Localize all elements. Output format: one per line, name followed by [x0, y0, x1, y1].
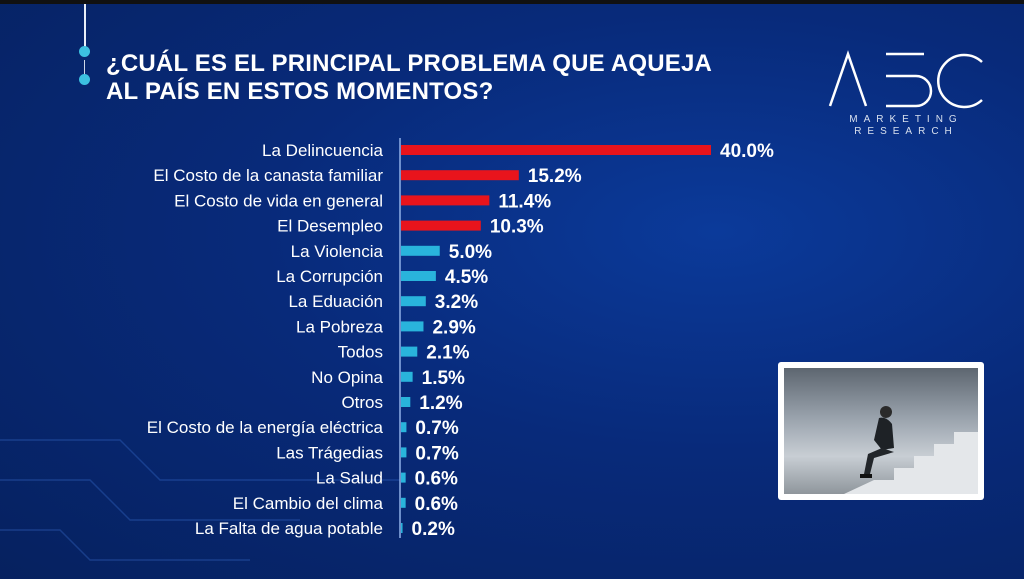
bar [401, 497, 406, 508]
circuit-decoration [0, 439, 400, 561]
bar [401, 371, 413, 382]
value-label: 11.4% [498, 191, 551, 212]
value-label: 1.5% [422, 368, 465, 389]
bar [401, 296, 426, 307]
category-label: La Violencia [291, 242, 384, 261]
category-label: La Pobreza [296, 317, 383, 336]
value-label: 0.7% [415, 418, 458, 439]
category-label: El Costo de la energía eléctrica [147, 418, 384, 437]
abc-logo-mark [828, 50, 983, 109]
chart-title: ¿CUÁL ES EL PRINCIPAL PROBLEMA QUE AQUEJ… [106, 50, 712, 106]
category-label: El Cambio del clima [233, 494, 384, 513]
value-label: 40.0% [720, 141, 774, 162]
bar [401, 397, 411, 407]
value-label: 3.2% [435, 292, 478, 313]
value-label: 0.6% [415, 494, 458, 515]
bar [401, 447, 407, 458]
category-label: El Costo de vida en general [174, 191, 383, 210]
decorative-dot [79, 46, 90, 57]
value-label: 0.7% [415, 443, 458, 464]
category-label: La Delincuencia [262, 141, 384, 160]
category-label: La Salud [316, 469, 383, 488]
bar [401, 523, 403, 533]
category-label: Otros [341, 393, 383, 412]
category-label: El Costo de la canasta familiar [153, 166, 383, 185]
value-label: 10.3% [490, 217, 544, 238]
category-label: La Eduación [288, 292, 383, 311]
bar [401, 245, 440, 256]
bar [401, 321, 424, 332]
title-line: AL PAÍS EN ESTOS MOMENTOS? [106, 78, 494, 105]
decorative-line [84, 60, 85, 80]
photo-frame [778, 362, 984, 500]
logo-text: MARKETING [849, 114, 963, 125]
category-label: La Corrupción [276, 267, 383, 286]
abc-logo: MARKETING RESEARCH [826, 48, 986, 140]
logo-text: RESEARCH [854, 126, 958, 137]
category-label: Las Trágedias [276, 443, 383, 462]
decorative-line [84, 4, 86, 48]
value-label: 4.5% [445, 267, 488, 288]
category-label: El Desempleo [277, 217, 383, 236]
photo-man-on-stairs [784, 368, 978, 494]
value-label: 0.2% [412, 519, 455, 540]
category-label: La Falta de agua potable [195, 519, 383, 538]
decorative-dot [79, 74, 90, 85]
top-bar [0, 0, 1024, 4]
value-label: 2.1% [426, 343, 469, 364]
value-label: 15.2% [528, 166, 582, 187]
bar [401, 271, 436, 281]
bar [401, 346, 418, 357]
bar [401, 422, 407, 433]
bar [401, 472, 406, 483]
bar [401, 195, 490, 206]
title-line: ¿CUÁL ES EL PRINCIPAL PROBLEMA QUE AQUEJ… [106, 50, 713, 77]
value-label: 5.0% [449, 242, 492, 263]
bar [401, 145, 711, 155]
bar [401, 170, 519, 181]
value-label: 1.2% [419, 393, 462, 414]
value-label: 2.9% [432, 317, 475, 338]
category-label: Todos [338, 343, 383, 362]
category-label: No Opina [311, 368, 383, 387]
value-label: 0.6% [415, 469, 458, 490]
bar [401, 220, 481, 231]
